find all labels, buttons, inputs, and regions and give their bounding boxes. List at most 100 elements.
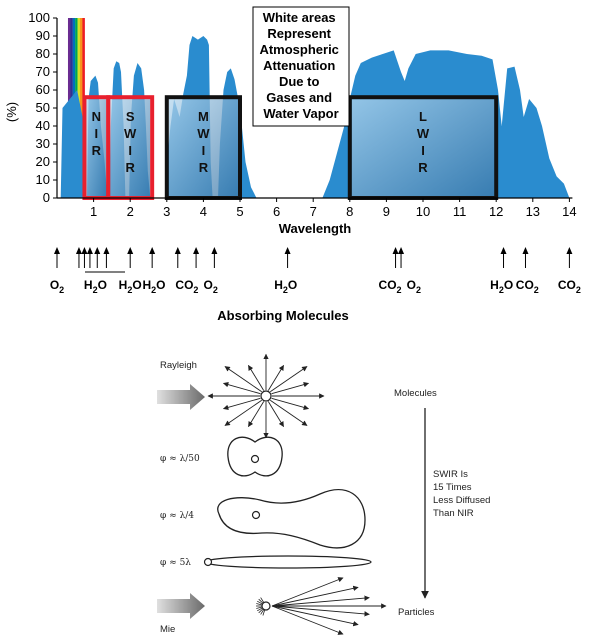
band-box-letter: M: [198, 109, 209, 124]
mie-forward-ray: [271, 605, 370, 617]
band-box-letter: R: [92, 143, 102, 158]
x-tick-label: 13: [526, 204, 540, 219]
rayleigh-label: Rayleigh: [160, 360, 197, 371]
band-box-letter: R: [418, 160, 428, 175]
molecule-dot: [260, 390, 272, 402]
absorption-arrowhead: [174, 247, 181, 254]
y-tick-label: 90: [36, 28, 50, 43]
rayleigh-ray: [271, 382, 310, 395]
x-tick-label: 9: [383, 204, 390, 219]
mie-scatter-rays: [256, 577, 387, 635]
absorbing-molecules-row: O2 H2O H2O H2O CO2 O2 H2O CO2 O2 H2O CO2 CO2: [50, 247, 581, 295]
absorption-arrowhead: [398, 247, 405, 254]
absorption-arrowhead: [127, 247, 134, 254]
incident-light-arrow: [157, 384, 205, 410]
band-box-letter: W: [417, 126, 430, 141]
y-tick-label: 40: [36, 118, 50, 133]
absorption-arrowhead: [149, 247, 156, 254]
band-box-letter: S: [126, 109, 135, 124]
band-box-letter: R: [126, 160, 136, 175]
x-tick-label: 3: [163, 204, 170, 219]
band-box-letter: W: [197, 126, 210, 141]
rayleigh-ray: [248, 364, 265, 391]
molecule-label: CO2: [175, 278, 198, 295]
absorption-arrowhead: [500, 247, 507, 254]
particles-label: Particles: [398, 607, 435, 618]
rayleigh-ray: [269, 399, 308, 426]
rayleigh-ray: [248, 401, 265, 428]
incident-light-arrow: [157, 593, 205, 619]
absorption-arrowhead: [392, 247, 399, 254]
molecule-label: CO2: [516, 278, 539, 295]
mie-label: Mie: [160, 624, 175, 635]
rayleigh-ray: [269, 366, 308, 393]
scattering-diagram: Rayleigh φ ≈ λ/50 φ ≈ λ/4 φ ≈ 5λ Mie Mol…: [157, 353, 490, 635]
band-box-letter: I: [421, 143, 425, 158]
particle-dot: [250, 454, 260, 464]
x-tick-label: 14: [562, 204, 576, 219]
x-tick-label: 7: [310, 204, 317, 219]
y-axis-label: (%): [4, 102, 19, 122]
absorption-arrowhead: [94, 247, 101, 254]
band-box-fill: [168, 99, 238, 196]
mie-forward-ray: [271, 605, 344, 635]
y-tick-label: 60: [36, 82, 50, 97]
molecule-label: H2O: [84, 278, 107, 295]
band-box-letter: W: [124, 126, 137, 141]
particle-dot: [251, 510, 261, 520]
spectrum-stripe: [79, 18, 83, 198]
absorption-arrowhead: [284, 247, 291, 254]
phi-label-2: φ ≈ λ/4: [160, 511, 194, 521]
band-box-letter: I: [128, 143, 132, 158]
intermediate-pattern-lobe: [217, 489, 366, 549]
x-tick-label: 2: [127, 204, 134, 219]
absorption-arrowhead: [54, 247, 60, 254]
absorption-arrowhead: [566, 247, 573, 254]
band-box-swir: SWIR: [106, 95, 155, 200]
x-tick-label: 6: [273, 204, 280, 219]
rayleigh-ray: [222, 382, 261, 395]
x-tick-label: 5: [236, 204, 243, 219]
band-box-fill: [86, 99, 107, 196]
absorption-arrowhead: [522, 247, 529, 254]
absorption-arrowhead: [86, 247, 93, 254]
mie-forward-ray: [271, 577, 344, 607]
x-tick-label: 1: [90, 204, 97, 219]
band-box-nir: NIR: [82, 95, 111, 200]
mie-pattern-lobe: [204, 555, 372, 569]
y-tick-label: 30: [36, 136, 50, 151]
annotation-text: White areas Represent Atmospheric Attenu…: [259, 10, 342, 121]
absorption-arrowhead: [81, 247, 88, 254]
band-box-letter: I: [202, 143, 206, 158]
mie-forward-ray: [271, 585, 359, 607]
mie-forward-ray: [271, 595, 370, 607]
molecule-label: H2O: [274, 278, 297, 295]
rayleigh-scatter-rays: [207, 353, 325, 439]
molecule-label: O2: [407, 278, 421, 295]
rayleigh-ray: [271, 397, 310, 410]
rayleigh-ray: [267, 364, 284, 391]
x-tick-label: 12: [489, 204, 503, 219]
molecule-label: CO2: [558, 278, 581, 295]
molecule-label: CO2: [379, 278, 402, 295]
molecule-label: H2O: [142, 278, 165, 295]
y-tick-label: 0: [43, 190, 50, 205]
y-tick-label: 20: [36, 154, 50, 169]
x-tick-label: 8: [346, 204, 353, 219]
absorption-arrowhead: [193, 247, 200, 254]
x-tick-label: 10: [416, 204, 430, 219]
band-box-fill: [110, 99, 151, 196]
y-tick-label: 100: [28, 10, 50, 25]
band-box-letter: N: [92, 109, 101, 124]
x-tick-label: 4: [200, 204, 207, 219]
rayleigh-ray: [224, 399, 263, 426]
y-tick-label: 80: [36, 46, 50, 61]
y-tick-label: 10: [36, 172, 50, 187]
particle-dot: [203, 557, 213, 567]
rayleigh-ray: [267, 401, 284, 428]
rayleigh-ray: [222, 397, 261, 410]
